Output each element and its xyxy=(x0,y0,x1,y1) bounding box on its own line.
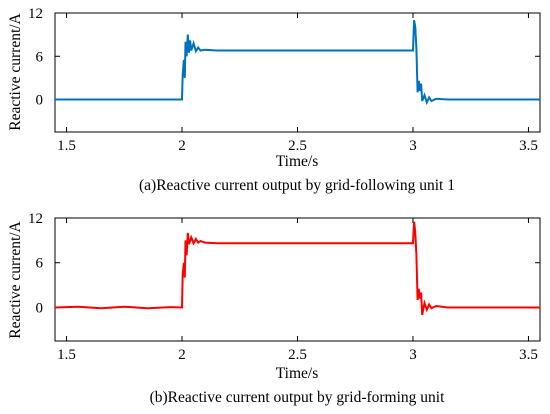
x-tick-label-b: 1.5 xyxy=(57,347,76,363)
y-tick-label-a: 0 xyxy=(36,93,44,109)
chart-panel-b: 0 6 12 1.5 2 2.5 3 3.5 Reactive current/A Time… xyxy=(7,211,541,406)
x-tick-label-a: 2 xyxy=(178,138,186,154)
x-tick-label-a: 1.5 xyxy=(57,138,76,154)
y-tick-label-a: 6 xyxy=(36,49,44,65)
y-axis-label-a: Reactive current/A xyxy=(7,12,24,130)
y-tick-label-b: 12 xyxy=(28,211,43,227)
y-tick-label-b: 0 xyxy=(36,300,44,316)
caption-a: (a)Reactive current output by grid-follo… xyxy=(139,177,455,194)
x-axis-label-a: Time/s xyxy=(276,153,319,170)
x-tick-label-b: 3.5 xyxy=(519,347,538,363)
chart-panel-a: 0 6 12 1.5 2 2.5 3 3.5 Reactive current/A Time… xyxy=(7,6,541,194)
caption-b: (b)Reactive current output by grid-formi… xyxy=(150,389,446,406)
y-tick-label-b: 6 xyxy=(36,256,44,272)
x-tick-label-a: 3 xyxy=(409,138,417,154)
x-ticks-a: 1.5 2 2.5 3 3.5 xyxy=(57,13,538,154)
y-ticks-a: 0 6 12 xyxy=(28,6,540,109)
x-tick-label-b: 3 xyxy=(409,347,417,363)
y-tick-label-a: 12 xyxy=(28,6,43,22)
x-tick-label-b: 2 xyxy=(178,347,186,363)
x-tick-label-b: 2.5 xyxy=(288,347,307,363)
x-axis-label-b: Time/s xyxy=(276,365,319,382)
plot-frame-a xyxy=(54,12,541,133)
x-ticks-b: 1.5 2 2.5 3 3.5 xyxy=(57,218,538,363)
plot-frame-b xyxy=(54,217,541,342)
y-axis-label-b: Reactive current/A xyxy=(7,220,24,338)
y-ticks-b: 0 6 12 xyxy=(28,211,540,316)
x-tick-label-a: 2.5 xyxy=(288,138,307,154)
series-line-b xyxy=(54,221,540,316)
series-line-a xyxy=(55,20,540,106)
x-tick-label-a: 3.5 xyxy=(519,138,538,154)
